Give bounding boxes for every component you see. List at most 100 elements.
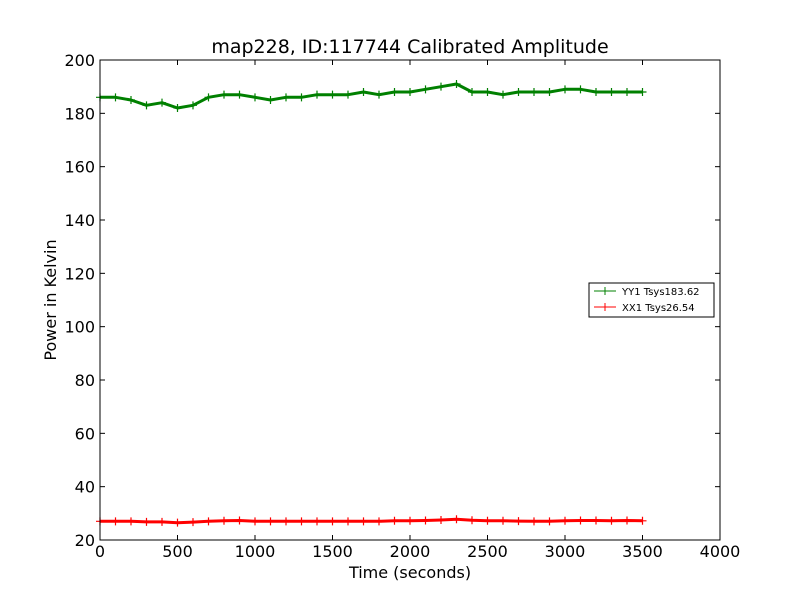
data-point xyxy=(158,98,166,107)
data-point xyxy=(483,88,492,96)
data-point xyxy=(607,516,616,525)
data-point xyxy=(638,516,647,525)
legend-label: YY1 Tsys183.62 xyxy=(621,287,700,298)
data-point xyxy=(499,90,507,99)
data-point xyxy=(282,93,290,102)
y-tick-label: 140 xyxy=(64,211,95,230)
data-point xyxy=(328,517,337,526)
data-point xyxy=(468,516,476,525)
data-point xyxy=(468,88,476,96)
data-point xyxy=(189,101,197,110)
x-tick-label: 500 xyxy=(162,542,193,561)
data-point xyxy=(189,518,197,527)
y-tick-label: 160 xyxy=(64,158,95,177)
data-point xyxy=(592,516,600,525)
x-tick-label: 1500 xyxy=(312,542,353,561)
data-point xyxy=(607,88,616,96)
data-point xyxy=(421,516,430,525)
data-point xyxy=(313,90,321,99)
data-point xyxy=(638,88,647,96)
x-tick-label: 2500 xyxy=(467,542,508,561)
x-tick-label: 4000 xyxy=(700,542,741,561)
data-point xyxy=(437,516,445,524)
data-point xyxy=(204,517,213,526)
data-point xyxy=(623,516,631,525)
data-point xyxy=(359,517,368,526)
data-point xyxy=(235,516,244,525)
y-tick-label: 40 xyxy=(75,478,95,497)
data-point xyxy=(452,80,461,88)
data-point xyxy=(328,90,337,99)
x-tick-label: 3500 xyxy=(622,542,663,561)
data-point xyxy=(313,517,321,526)
data-point xyxy=(576,516,585,525)
data-point xyxy=(390,516,399,525)
data-point xyxy=(266,96,275,104)
series-layer xyxy=(96,80,647,527)
data-point xyxy=(220,90,228,99)
data-point xyxy=(204,93,213,102)
legend: YY1 Tsys183.62 XX1 Tsys26.54 xyxy=(588,282,715,318)
data-point xyxy=(158,517,166,526)
y-axis-label: Power in Kelvin xyxy=(41,239,60,360)
legend-label: XX1 Tsys26.54 xyxy=(622,303,695,314)
y-tick-label: 60 xyxy=(75,424,95,443)
y-tick-label: 120 xyxy=(64,264,95,283)
x-tick-label: 1000 xyxy=(235,542,276,561)
data-point xyxy=(437,82,445,91)
data-point xyxy=(220,516,228,525)
data-point xyxy=(375,517,383,526)
x-tick-label: 3000 xyxy=(545,542,586,561)
chart-title: map228, ID:117744 Calibrated Amplitude xyxy=(211,36,608,58)
data-point xyxy=(390,88,399,96)
data-point xyxy=(576,85,585,94)
data-point xyxy=(545,88,554,96)
data-point xyxy=(111,93,120,102)
data-point xyxy=(530,88,538,96)
x-axis-label: Time (seconds) xyxy=(348,563,471,582)
data-point xyxy=(344,517,352,526)
x-axis-ticks: 0 500 1000 1500 2000 2500 3000 3500 4000 xyxy=(95,60,740,561)
data-point xyxy=(142,517,151,526)
data-point xyxy=(173,518,182,527)
data-point xyxy=(251,93,259,102)
data-point xyxy=(514,88,523,96)
data-point xyxy=(127,96,135,104)
data-point xyxy=(344,90,352,99)
data-point xyxy=(483,516,492,525)
data-point xyxy=(514,517,523,526)
data-point xyxy=(561,85,569,94)
data-point xyxy=(406,516,414,525)
data-point xyxy=(421,85,430,94)
legend-marker xyxy=(601,303,609,311)
data-point xyxy=(375,90,383,99)
y-axis-ticks: 20 40 60 80 100 120 140 160 180 200 xyxy=(64,51,720,550)
y-tick-label: 80 xyxy=(75,371,95,390)
data-point xyxy=(545,517,554,526)
legend-box xyxy=(588,282,715,318)
x-tick-label: 0 xyxy=(95,542,105,561)
data-point xyxy=(266,517,275,526)
data-point xyxy=(561,516,569,525)
series-yy1 xyxy=(96,80,647,112)
data-point xyxy=(251,517,259,526)
y-tick-label: 200 xyxy=(64,51,95,70)
y-tick-label: 180 xyxy=(64,104,95,123)
y-tick-label: 20 xyxy=(75,531,95,550)
data-point xyxy=(499,516,507,525)
data-point xyxy=(623,88,631,96)
data-point xyxy=(173,104,182,112)
data-point xyxy=(127,517,135,526)
series-xx1 xyxy=(96,515,647,527)
legend-marker xyxy=(601,287,609,295)
data-point xyxy=(359,88,368,96)
y-tick-label: 100 xyxy=(64,318,95,337)
data-point xyxy=(592,88,600,96)
x-tick-label: 2000 xyxy=(390,542,431,561)
data-point xyxy=(282,517,290,526)
data-point xyxy=(452,515,461,524)
data-point xyxy=(530,517,538,526)
data-point xyxy=(235,90,244,99)
data-point xyxy=(142,101,151,110)
